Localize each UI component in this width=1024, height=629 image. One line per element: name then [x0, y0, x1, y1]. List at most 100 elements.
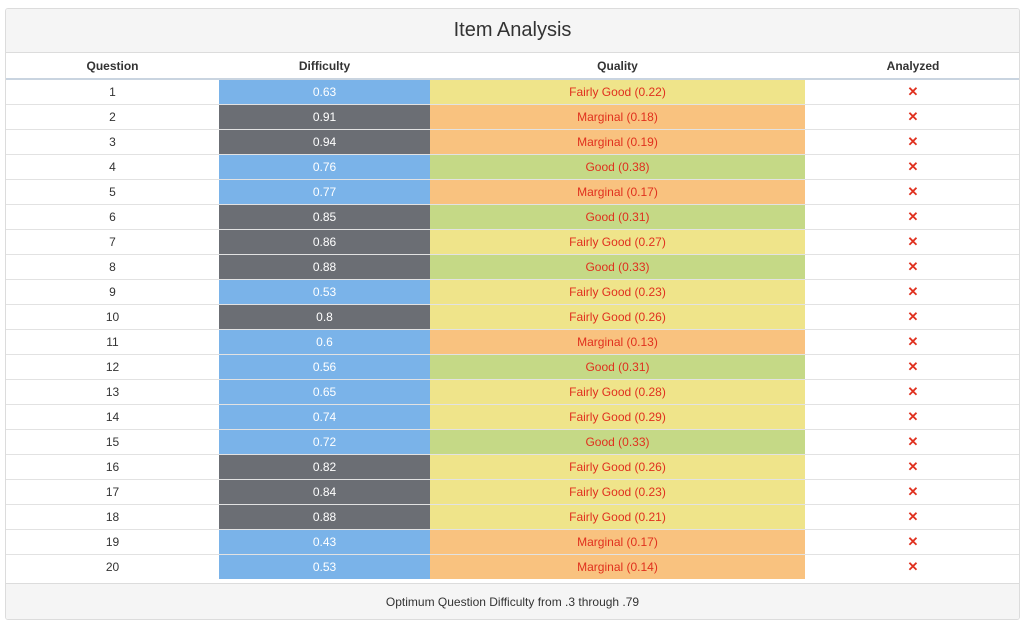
analyzed-x-icon[interactable]: ✕ — [805, 129, 1019, 155]
quality-cell: Good (0.38) — [430, 154, 805, 180]
table-row: 18 0.88 Fairly Good (0.21) ✕ — [6, 504, 1019, 530]
difficulty-cell: 0.65 — [219, 379, 430, 405]
item-analysis-panel: Item Analysis Question Difficulty Qualit… — [5, 8, 1020, 620]
quality-cell: Good (0.33) — [430, 429, 805, 455]
analyzed-x-icon[interactable]: ✕ — [805, 279, 1019, 305]
quality-cell: Marginal (0.17) — [430, 529, 805, 555]
quality-cell: Fairly Good (0.22) — [430, 78, 805, 105]
quality-cell: Marginal (0.14) — [430, 554, 805, 579]
difficulty-cell: 0.8 — [219, 304, 430, 330]
table-row: 14 0.74 Fairly Good (0.29) ✕ — [6, 404, 1019, 430]
table-row: 19 0.43 Marginal (0.17) ✕ — [6, 529, 1019, 555]
table-row: 6 0.85 Good (0.31) ✕ — [6, 204, 1019, 230]
table-row: 3 0.94 Marginal (0.19) ✕ — [6, 129, 1019, 155]
quality-cell: Fairly Good (0.23) — [430, 479, 805, 505]
difficulty-cell: 0.74 — [219, 404, 430, 430]
analyzed-x-icon[interactable]: ✕ — [805, 304, 1019, 330]
table-row: 5 0.77 Marginal (0.17) ✕ — [6, 179, 1019, 205]
table-row: 8 0.88 Good (0.33) ✕ — [6, 254, 1019, 280]
analyzed-x-icon[interactable]: ✕ — [805, 379, 1019, 405]
difficulty-cell: 0.77 — [219, 179, 430, 205]
quality-cell: Marginal (0.17) — [430, 179, 805, 205]
question-number-cell: 14 — [6, 404, 219, 430]
table-row: 12 0.56 Good (0.31) ✕ — [6, 354, 1019, 380]
difficulty-cell: 0.86 — [219, 229, 430, 255]
column-header-difficulty[interactable]: Difficulty — [219, 53, 430, 80]
item-analysis-table: Question Difficulty Quality Analyzed 1 0.… — [6, 53, 1019, 579]
question-number-cell: 10 — [6, 304, 219, 330]
quality-cell: Good (0.31) — [430, 204, 805, 230]
column-header-quality[interactable]: Quality — [430, 53, 805, 80]
panel-footer: Optimum Question Difficulty from .3 thro… — [6, 583, 1019, 619]
quality-cell: Fairly Good (0.28) — [430, 379, 805, 405]
analyzed-x-icon[interactable]: ✕ — [805, 204, 1019, 230]
difficulty-cell: 0.56 — [219, 354, 430, 380]
table-row: 17 0.84 Fairly Good (0.23) ✕ — [6, 479, 1019, 505]
question-number-cell: 12 — [6, 354, 219, 380]
difficulty-cell: 0.85 — [219, 204, 430, 230]
analyzed-x-icon[interactable]: ✕ — [805, 554, 1019, 579]
analyzed-x-icon[interactable]: ✕ — [805, 179, 1019, 205]
table-row: 1 0.63 Fairly Good (0.22) ✕ — [6, 78, 1019, 105]
question-number-cell: 13 — [6, 379, 219, 405]
difficulty-cell: 0.72 — [219, 429, 430, 455]
difficulty-cell: 0.53 — [219, 279, 430, 305]
analyzed-x-icon[interactable]: ✕ — [805, 504, 1019, 530]
table-row: 9 0.53 Fairly Good (0.23) ✕ — [6, 279, 1019, 305]
analyzed-x-icon[interactable]: ✕ — [805, 429, 1019, 455]
analyzed-x-icon[interactable]: ✕ — [805, 78, 1019, 105]
analyzed-x-icon[interactable]: ✕ — [805, 354, 1019, 380]
difficulty-cell: 0.53 — [219, 554, 430, 579]
quality-cell: Fairly Good (0.29) — [430, 404, 805, 430]
quality-cell: Marginal (0.19) — [430, 129, 805, 155]
analyzed-x-icon[interactable]: ✕ — [805, 329, 1019, 355]
table-row: 2 0.91 Marginal (0.18) ✕ — [6, 104, 1019, 130]
analyzed-x-icon[interactable]: ✕ — [805, 529, 1019, 555]
analyzed-x-icon[interactable]: ✕ — [805, 229, 1019, 255]
table-row: 13 0.65 Fairly Good (0.28) ✕ — [6, 379, 1019, 405]
table-header-row: Question Difficulty Quality Analyzed — [6, 53, 1019, 80]
difficulty-cell: 0.91 — [219, 104, 430, 130]
difficulty-cell: 0.6 — [219, 329, 430, 355]
question-number-cell: 5 — [6, 179, 219, 205]
table-row: 16 0.82 Fairly Good (0.26) ✕ — [6, 454, 1019, 480]
quality-cell: Good (0.31) — [430, 354, 805, 380]
panel-title: Item Analysis — [6, 9, 1019, 53]
difficulty-cell: 0.76 — [219, 154, 430, 180]
analyzed-x-icon[interactable]: ✕ — [805, 104, 1019, 130]
quality-cell: Marginal (0.13) — [430, 329, 805, 355]
question-number-cell: 4 — [6, 154, 219, 180]
quality-cell: Fairly Good (0.23) — [430, 279, 805, 305]
question-number-cell: 18 — [6, 504, 219, 530]
difficulty-cell: 0.63 — [219, 78, 430, 105]
question-number-cell: 9 — [6, 279, 219, 305]
quality-cell: Fairly Good (0.27) — [430, 229, 805, 255]
question-number-cell: 17 — [6, 479, 219, 505]
quality-cell: Fairly Good (0.21) — [430, 504, 805, 530]
analyzed-x-icon[interactable]: ✕ — [805, 404, 1019, 430]
question-number-cell: 16 — [6, 454, 219, 480]
table-row: 4 0.76 Good (0.38) ✕ — [6, 154, 1019, 180]
question-number-cell: 20 — [6, 554, 219, 579]
difficulty-cell: 0.82 — [219, 454, 430, 480]
quality-cell: Fairly Good (0.26) — [430, 454, 805, 480]
analyzed-x-icon[interactable]: ✕ — [805, 154, 1019, 180]
column-header-analyzed[interactable]: Analyzed — [805, 53, 1019, 80]
difficulty-cell: 0.43 — [219, 529, 430, 555]
analyzed-x-icon[interactable]: ✕ — [805, 254, 1019, 280]
table-row: 11 0.6 Marginal (0.13) ✕ — [6, 329, 1019, 355]
table-row: 10 0.8 Fairly Good (0.26) ✕ — [6, 304, 1019, 330]
question-number-cell: 11 — [6, 329, 219, 355]
question-number-cell: 8 — [6, 254, 219, 280]
table-row: 7 0.86 Fairly Good (0.27) ✕ — [6, 229, 1019, 255]
column-header-question[interactable]: Question — [6, 53, 219, 80]
question-number-cell: 1 — [6, 78, 219, 105]
difficulty-cell: 0.94 — [219, 129, 430, 155]
difficulty-cell: 0.84 — [219, 479, 430, 505]
quality-cell: Good (0.33) — [430, 254, 805, 280]
analyzed-x-icon[interactable]: ✕ — [805, 454, 1019, 480]
analyzed-x-icon[interactable]: ✕ — [805, 479, 1019, 505]
question-number-cell: 15 — [6, 429, 219, 455]
question-number-cell: 6 — [6, 204, 219, 230]
table-row: 15 0.72 Good (0.33) ✕ — [6, 429, 1019, 455]
